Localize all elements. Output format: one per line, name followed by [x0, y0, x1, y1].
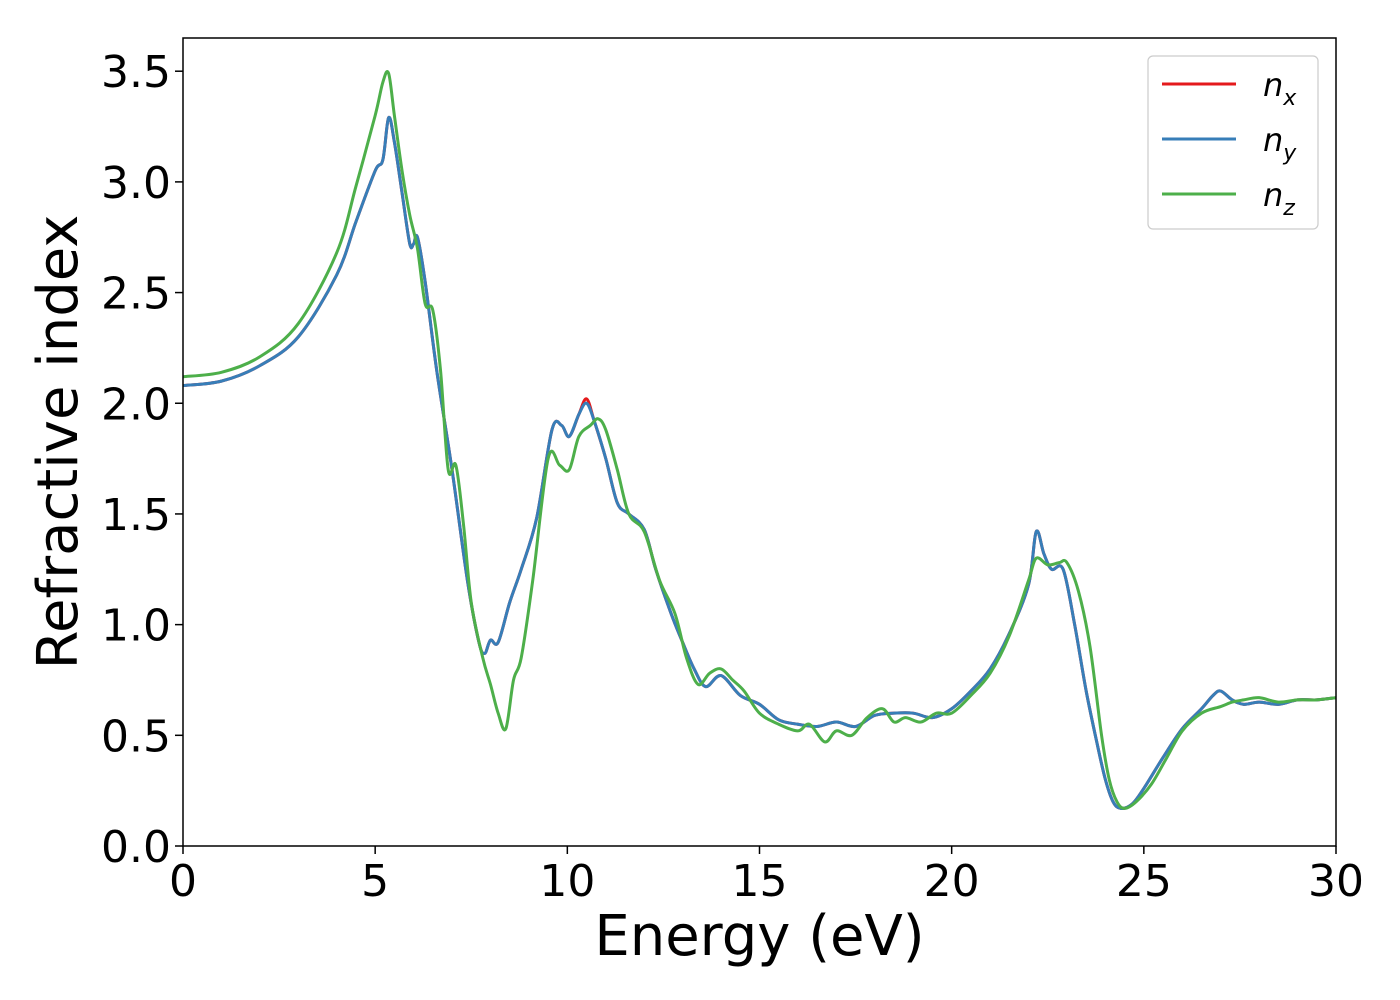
y-axis-ticks: 0.0 0.5 1.0 1.5 2.0 2.5 3.0 3.5	[101, 47, 183, 873]
y-tick-label: 0.0	[101, 822, 171, 873]
series-layer	[183, 69, 1336, 810]
x-tick-label: 10	[539, 856, 595, 907]
y-axis-title: Refractive index	[26, 215, 91, 670]
series-line-z	[183, 69, 1336, 810]
legend-box	[1147, 55, 1319, 230]
y-tick-label: 3.0	[101, 158, 171, 209]
y-tick-label: 1.5	[101, 490, 171, 541]
x-tick-label: 30	[1308, 856, 1364, 907]
x-axis-title: Energy (eV)	[594, 904, 924, 969]
legend-label-subscript: z	[1282, 196, 1295, 221]
y-tick-label: 0.5	[101, 711, 171, 762]
x-tick-label: 15	[732, 856, 788, 907]
y-tick-label: 2.5	[101, 269, 171, 320]
x-tick-label: 0	[169, 856, 197, 907]
y-tick-label: 2.0	[101, 379, 171, 430]
x-tick-label: 25	[1116, 856, 1172, 907]
x-axis-ticks: 0 5 10 15 20 25 30	[169, 846, 1364, 907]
y-tick-label: 3.5	[101, 47, 171, 98]
legend-label-subscript: y	[1282, 141, 1297, 166]
y-tick-label: 1.0	[101, 601, 171, 652]
legend-label-subscript: x	[1282, 86, 1297, 111]
x-tick-label: 20	[924, 856, 980, 907]
x-tick-label: 5	[361, 856, 389, 907]
